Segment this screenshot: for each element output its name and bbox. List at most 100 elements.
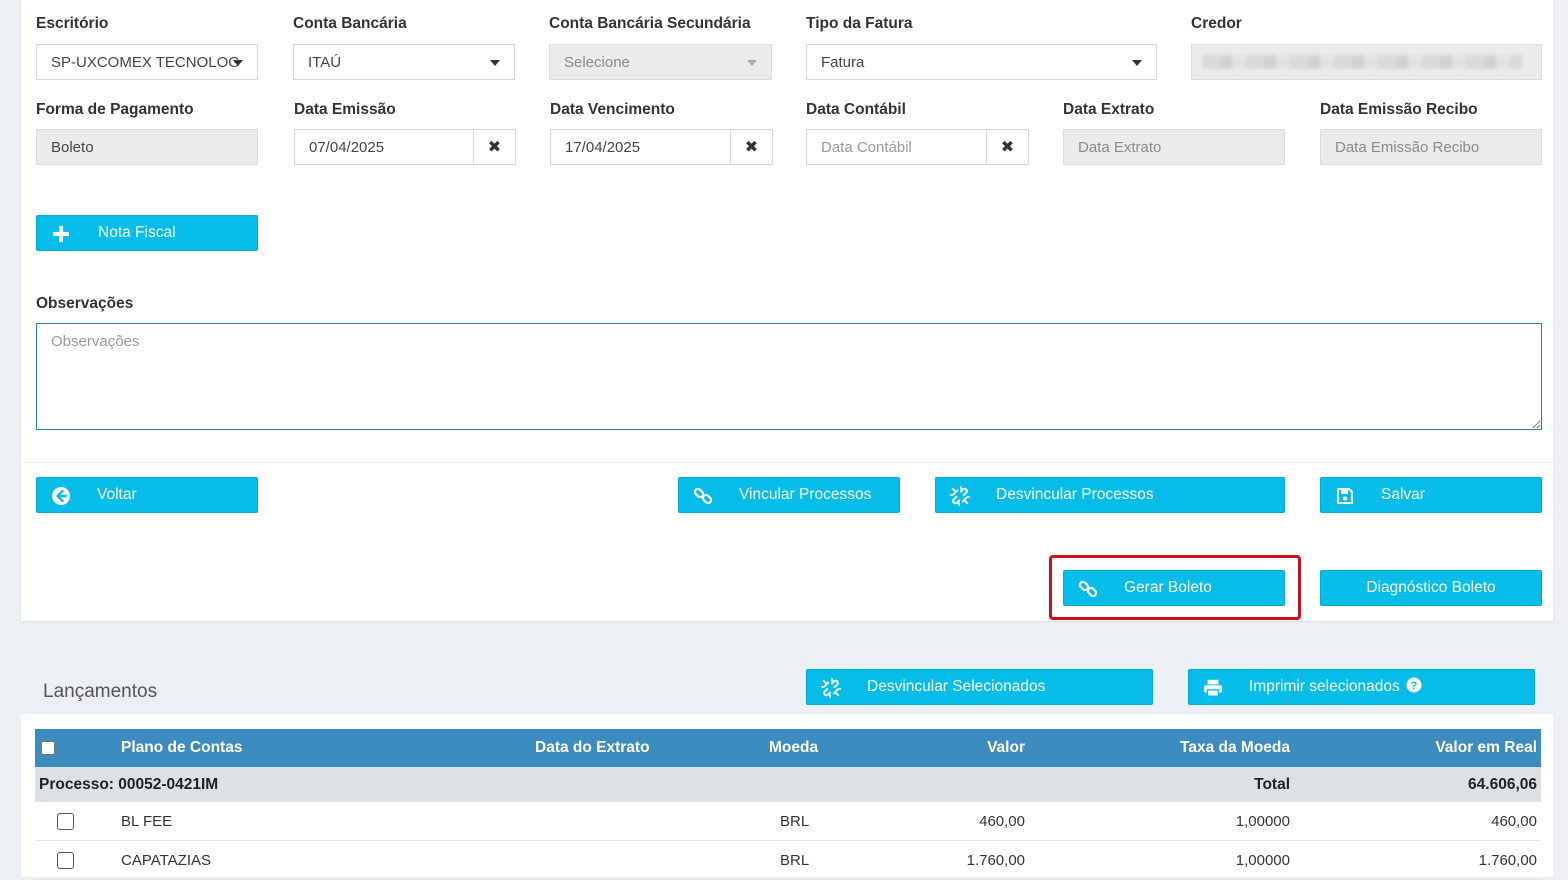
salvar-label: Salvar [1381, 486, 1425, 503]
desvincular-label: Desvincular Processos [996, 486, 1154, 503]
cell-taxa: 1,00000 [1235, 851, 1290, 869]
col-taxa-moeda[interactable]: Taxa da Moeda [1180, 739, 1290, 756]
row-checkbox[interactable] [57, 802, 74, 840]
credor-label: Credor [1191, 15, 1242, 32]
data-emissao-recibo-input[interactable]: Data Emissão Recibo [1320, 129, 1542, 165]
tipo-fatura-value: Fatura [821, 53, 865, 71]
conta-secundaria-placeholder: Selecione [564, 53, 630, 71]
table-row: BL FEE BRL 460,00 1,00000 460,00 [35, 802, 1541, 841]
escritorio-value: SP-UXCOMEX TECNOLOG [51, 53, 240, 71]
desvincular-selecionados-button[interactable]: Desvincular Selecionados [806, 669, 1153, 705]
salvar-button[interactable]: Salvar [1320, 477, 1542, 513]
nota-fiscal-label: Nota Fiscal [98, 224, 176, 241]
col-valor-real[interactable]: Valor em Real [1435, 739, 1537, 756]
gerar-boleto-button[interactable]: Gerar Boleto [1063, 570, 1285, 606]
unlink-icon [821, 678, 841, 698]
data-vencimento-value: 17/04/2025 [565, 138, 641, 156]
data-extrato-placeholder: Data Extrato [1078, 138, 1162, 156]
forma-pagamento-field[interactable]: Boleto [36, 129, 258, 165]
col-valor[interactable]: Valor [987, 739, 1025, 756]
add-nota-fiscal-button[interactable]: Nota Fiscal [36, 215, 258, 251]
data-emissao-recibo-placeholder: Data Emissão Recibo [1335, 138, 1480, 156]
data-emissao-recibo-label: Data Emissão Recibo [1320, 101, 1478, 118]
data-extrato-label: Data Extrato [1063, 101, 1155, 118]
diagnostico-boleto-button[interactable]: Diagnóstico Boleto [1320, 570, 1542, 606]
cell-moeda: BRL [780, 851, 810, 869]
arrow-left-circle-icon [51, 486, 71, 506]
voltar-button[interactable]: Voltar [36, 477, 258, 513]
link-icon [693, 486, 713, 506]
col-plano-contas[interactable]: Plano de Contas [121, 739, 243, 756]
link-icon [1078, 579, 1098, 599]
data-emissao-value: 07/04/2025 [309, 138, 385, 156]
process-label: Processo: 00052-0421IM [39, 775, 219, 793]
divider [21, 462, 1553, 463]
forma-pagamento-value: Boleto [51, 138, 94, 156]
diagnostico-label: Diagnóstico Boleto [1366, 579, 1496, 596]
help-icon[interactable]: ? [1406, 677, 1422, 693]
tipo-fatura-label: Tipo da Fatura [806, 15, 913, 32]
cell-moeda: BRL [780, 812, 810, 830]
cell-real: 460,00 [1491, 812, 1537, 830]
data-vencimento-input[interactable]: 17/04/2025 ✖ [550, 129, 773, 165]
col-data-extrato[interactable]: Data do Extrato [535, 739, 650, 756]
clear-icon[interactable]: ✖ [986, 130, 1028, 164]
desvincular-selecionados-label: Desvincular Selecionados [867, 678, 1046, 695]
clear-icon[interactable]: ✖ [730, 130, 772, 164]
data-contabil-input[interactable]: Data Contábil ✖ [806, 129, 1029, 165]
vincular-label: Vincular Processos [739, 486, 872, 503]
plus-icon [51, 224, 71, 244]
clear-icon[interactable]: ✖ [473, 130, 515, 164]
data-vencimento-label: Data Vencimento [550, 101, 675, 118]
chevron-down-icon [233, 60, 243, 66]
row-checkbox[interactable] [57, 841, 74, 879]
col-moeda[interactable]: Moeda [769, 739, 819, 756]
vincular-processos-button[interactable]: Vincular Processos [678, 477, 900, 513]
escritorio-select[interactable]: SP-UXCOMEX TECNOLOG [36, 44, 258, 80]
data-emissao-label: Data Emissão [294, 101, 396, 118]
chevron-down-icon [490, 60, 500, 66]
imprimir-text: Imprimir selecionados [1249, 678, 1400, 695]
save-icon [1335, 486, 1355, 506]
select-all-checkbox[interactable] [41, 729, 55, 767]
chevron-down-icon [1132, 60, 1142, 66]
svg-text:?: ? [1411, 680, 1418, 692]
cell-plano: CAPATAZIAS [121, 851, 212, 869]
imprimir-selecionados-button[interactable]: Imprimir selecionados ? [1188, 669, 1535, 705]
observacoes-textarea[interactable] [36, 323, 1542, 430]
escritorio-label: Escritório [36, 15, 109, 32]
highlight-frame [1049, 555, 1301, 620]
cell-real: 1.760,00 [1478, 851, 1537, 869]
conta-secundaria-label: Conta Bancária Secundária [549, 15, 751, 32]
conta-bancaria-label: Conta Bancária [293, 15, 407, 32]
observacoes-label: Observações [36, 295, 134, 312]
cell-plano: BL FEE [121, 812, 173, 830]
data-contabil-label: Data Contábil [806, 101, 906, 118]
form-card [21, 0, 1553, 621]
total-label: Total [1254, 775, 1290, 793]
data-extrato-input[interactable]: Data Extrato [1063, 129, 1285, 165]
gerar-boleto-label: Gerar Boleto [1124, 579, 1212, 596]
conta-bancaria-value: ITAÚ [308, 53, 342, 71]
table-header: Plano de Contas Data do Extrato Moeda Va… [35, 729, 1541, 767]
total-value: 64.606,06 [1468, 775, 1537, 793]
unlink-icon [950, 486, 970, 506]
conta-secundaria-select[interactable]: Selecione [549, 44, 772, 80]
forma-pagamento-label: Forma de Pagamento [36, 101, 194, 118]
data-emissao-input[interactable]: 07/04/2025 ✖ [294, 129, 516, 165]
voltar-label: Voltar [97, 486, 137, 503]
redacted-credor [1202, 55, 1522, 69]
desvincular-processos-button[interactable]: Desvincular Processos [935, 477, 1285, 513]
tipo-fatura-select[interactable]: Fatura [806, 44, 1157, 80]
cell-taxa: 1,00000 [1235, 812, 1290, 830]
lancamentos-title: Lançamentos [43, 681, 158, 702]
chevron-down-icon [747, 60, 757, 66]
cell-valor: 460,00 [979, 812, 1025, 830]
table-row: CAPATAZIAS BRL 1.760,00 1,00000 1.760,00 [35, 841, 1541, 880]
data-contabil-placeholder: Data Contábil [821, 138, 912, 156]
print-icon [1203, 678, 1223, 698]
conta-bancaria-select[interactable]: ITAÚ [293, 44, 515, 80]
cell-valor: 1.760,00 [966, 851, 1025, 869]
process-group-row: Processo: 00052-0421IM Total 64.606,06 [35, 767, 1541, 802]
credor-field[interactable] [1191, 44, 1542, 80]
